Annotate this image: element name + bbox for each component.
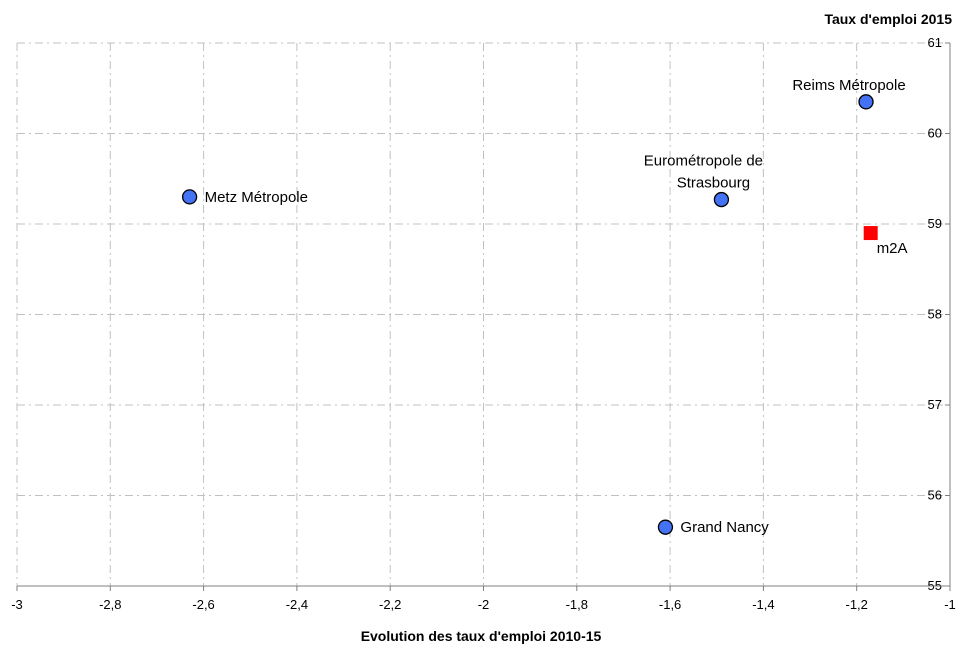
y-tick-label: 56 xyxy=(928,488,942,503)
axes: -3 -2,8 -2,6 -2,4 -2,2 -2 -1,8 -1,6 -1,4 -1,2 -155… xyxy=(11,35,956,612)
data-point-label: Grand Nancy xyxy=(680,519,769,536)
x-tick-label: -3 xyxy=(11,597,23,612)
data-point xyxy=(657,519,674,535)
x-tick-label: -1,4 xyxy=(752,597,774,612)
x-tick-label: -2,6 xyxy=(192,597,214,612)
y-tick-label: 60 xyxy=(928,126,942,141)
x-tick-label: -2 xyxy=(478,597,490,612)
y-tick-label: 58 xyxy=(928,307,942,322)
data-point-label: Metz Métropole xyxy=(205,189,308,206)
data-point-label-line: Metz Métropole xyxy=(205,189,308,206)
data-points xyxy=(181,94,878,535)
data-point-square xyxy=(863,226,878,241)
x-tick-label: -2,2 xyxy=(379,597,401,612)
x-tick-label: -1,2 xyxy=(845,597,867,612)
data-point-label-line: Reims Métropole xyxy=(792,77,905,94)
data-point xyxy=(181,189,198,205)
data-point xyxy=(858,94,874,110)
x-tick-label: -2,8 xyxy=(99,597,121,612)
y-axis-title: Taux d'emploi 2015 xyxy=(824,11,952,27)
y-tick-label: 57 xyxy=(928,397,942,412)
x-tick-label: -2,4 xyxy=(286,597,308,612)
grid xyxy=(16,42,951,587)
point-labels: Reims Métropole Metz Métropole Eurométropo… xyxy=(205,77,908,536)
x-tick-label: -1,6 xyxy=(659,597,681,612)
y-tick-label: 59 xyxy=(928,216,942,231)
x-tick-label: -1,8 xyxy=(566,597,588,612)
data-point-label-line: Strasbourg xyxy=(677,175,750,192)
y-tick-label: 61 xyxy=(928,35,942,50)
data-point-label-line: m2A xyxy=(877,240,908,257)
x-tick-label: -1 xyxy=(944,597,956,612)
data-point-label: m2A xyxy=(877,240,908,257)
data-point-label: Eurométropole de Strasbourg xyxy=(644,153,763,192)
data-point-label-line: Eurométropole de xyxy=(644,153,763,170)
data-point-label: Reims Métropole xyxy=(792,77,905,94)
x-axis-title: Evolution des taux d'emploi 2010-15 xyxy=(361,628,602,644)
data-point-label-line: Grand Nancy xyxy=(680,519,769,536)
data-point xyxy=(713,191,730,208)
